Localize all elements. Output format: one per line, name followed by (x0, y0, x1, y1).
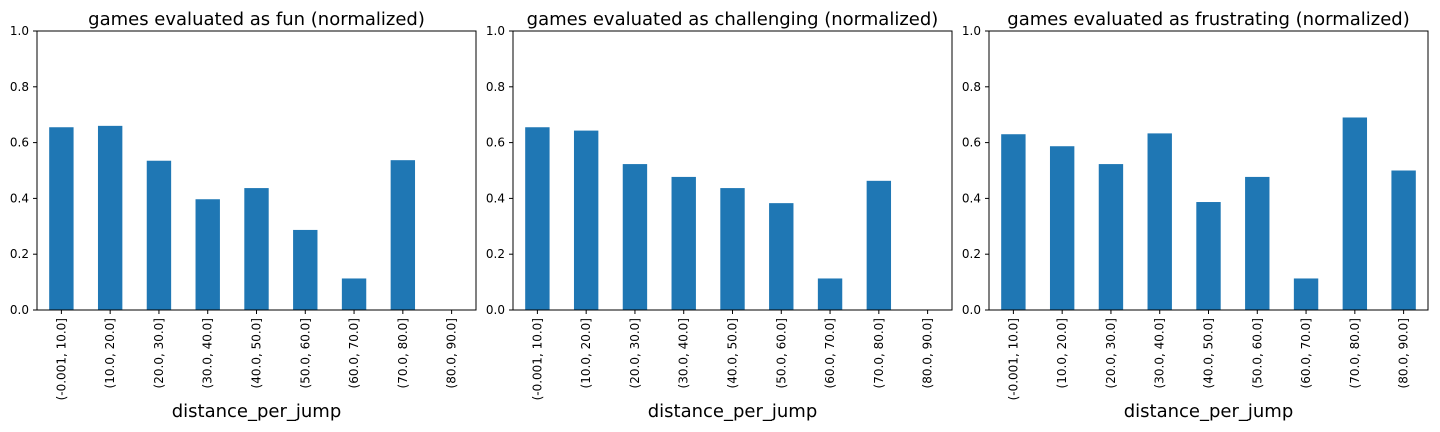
x-tick-label: (30.0, 40.0] (201, 318, 215, 388)
bar-mark (866, 180, 892, 310)
chart-title: games evaluated as fun (normalized) (88, 9, 425, 30)
bar-mark (817, 278, 843, 310)
x-tick-label: (30.0, 40.0] (1153, 318, 1167, 388)
bar-mark (244, 188, 269, 310)
bar-mark (622, 164, 648, 310)
x-tick-label: (80.0, 90.0] (445, 318, 459, 388)
x-tick-label: (20.0, 30.0] (1104, 318, 1118, 388)
y-tick-label: 0.6 (962, 136, 981, 150)
chart-title: games evaluated as frustrating (normaliz… (1007, 9, 1409, 30)
bar-mark (1391, 170, 1416, 310)
x-tick-label: (40.0, 50.0] (1202, 318, 1216, 388)
x-tick-label: (60.0, 70.0] (823, 318, 837, 388)
bar-mark (1293, 278, 1319, 310)
bar-mark (720, 188, 745, 310)
y-tick-label: 0.4 (486, 191, 505, 205)
y-tick-label: 0.8 (10, 80, 29, 94)
y-tick-label: 0.4 (962, 191, 981, 205)
bar-mark (1342, 117, 1368, 311)
y-tick-label: 0.6 (486, 136, 505, 150)
y-tick-label: 0.0 (486, 303, 505, 317)
x-tick-label: (20.0, 30.0] (152, 318, 166, 388)
y-tick-label: 1.0 (10, 24, 29, 38)
y-tick-label: 0.2 (486, 247, 505, 261)
y-tick-label: 1.0 (486, 24, 505, 38)
bar-mark (573, 130, 599, 310)
x-tick-label: (50.0, 60.0] (298, 318, 312, 388)
y-tick-label: 0.8 (486, 80, 505, 94)
x-tick-label: (60.0, 70.0] (347, 318, 361, 388)
bar-mark (49, 127, 74, 310)
bar-mark (1147, 133, 1172, 310)
y-tick-label: 0.8 (962, 80, 981, 94)
x-tick-label: (10.0, 20.0] (579, 318, 593, 388)
x-tick-label: (50.0, 60.0] (1250, 318, 1264, 388)
chart-panel-3: 0.0 0.2 0.4 0.6 0.8 1.0 (-0.001, 10.0] (10.0, 2… (962, 9, 1429, 422)
x-tick-label: (60.0, 70.0] (1299, 318, 1313, 388)
x-axis-label: distance_per_jump (1124, 401, 1294, 422)
x-axis-label: distance_per_jump (172, 401, 342, 422)
bar-mark (195, 199, 220, 310)
chart-title: games evaluated as challenging (normaliz… (527, 9, 939, 30)
bar-mark (390, 160, 416, 310)
bar-mark (769, 203, 794, 310)
bar-mark (341, 278, 367, 310)
y-tick-label: 0.2 (10, 247, 29, 261)
bar-mark (1001, 134, 1026, 310)
y-tick-label: 0.2 (962, 247, 981, 261)
chart-panel-1: 0.0 0.2 0.4 0.6 0.8 1.0 (-0.001, 10.0] (10.0, 2… (10, 9, 477, 422)
x-axis-label: distance_per_jump (648, 401, 818, 422)
bar-mark (1098, 164, 1124, 310)
x-tick-label: (80.0, 90.0] (1397, 318, 1411, 388)
y-tick-label: 1.0 (962, 24, 981, 38)
y-tick-label: 0.0 (10, 303, 29, 317)
bar-mark (671, 176, 696, 310)
x-tick-label: (20.0, 30.0] (628, 318, 642, 388)
x-tick-label: (-0.001, 10.0] (1006, 318, 1020, 400)
x-tick-label: (30.0, 40.0] (677, 318, 691, 388)
bar-mark (1196, 202, 1221, 310)
bar-mark (97, 125, 123, 310)
y-tick-label: 0.6 (10, 136, 29, 150)
x-tick-label: (-0.001, 10.0] (54, 318, 68, 400)
x-tick-label: (70.0, 80.0] (1348, 318, 1362, 388)
x-tick-label: (-0.001, 10.0] (530, 318, 544, 400)
x-tick-label: (10.0, 20.0] (1055, 318, 1069, 388)
bar-mark (293, 229, 318, 310)
y-tick-label: 0.4 (10, 191, 29, 205)
y-tick-label: 0.0 (962, 303, 981, 317)
x-tick-label: (70.0, 80.0] (396, 318, 410, 388)
x-tick-label: (70.0, 80.0] (872, 318, 886, 388)
x-tick-label: (80.0, 90.0] (921, 318, 935, 388)
x-tick-label: (40.0, 50.0] (250, 318, 264, 388)
bar-mark (1245, 176, 1270, 310)
x-tick-label: (50.0, 60.0] (774, 318, 788, 388)
bar-mark (1049, 146, 1075, 310)
bar-mark (146, 160, 172, 310)
chart-panel-2: 0.0 0.2 0.4 0.6 0.8 1.0 (-0.001, 10.0] (10.0, 2… (486, 9, 953, 422)
bar-mark (525, 127, 550, 310)
x-tick-label: (10.0, 20.0] (103, 318, 117, 388)
x-tick-label: (40.0, 50.0] (726, 318, 740, 388)
